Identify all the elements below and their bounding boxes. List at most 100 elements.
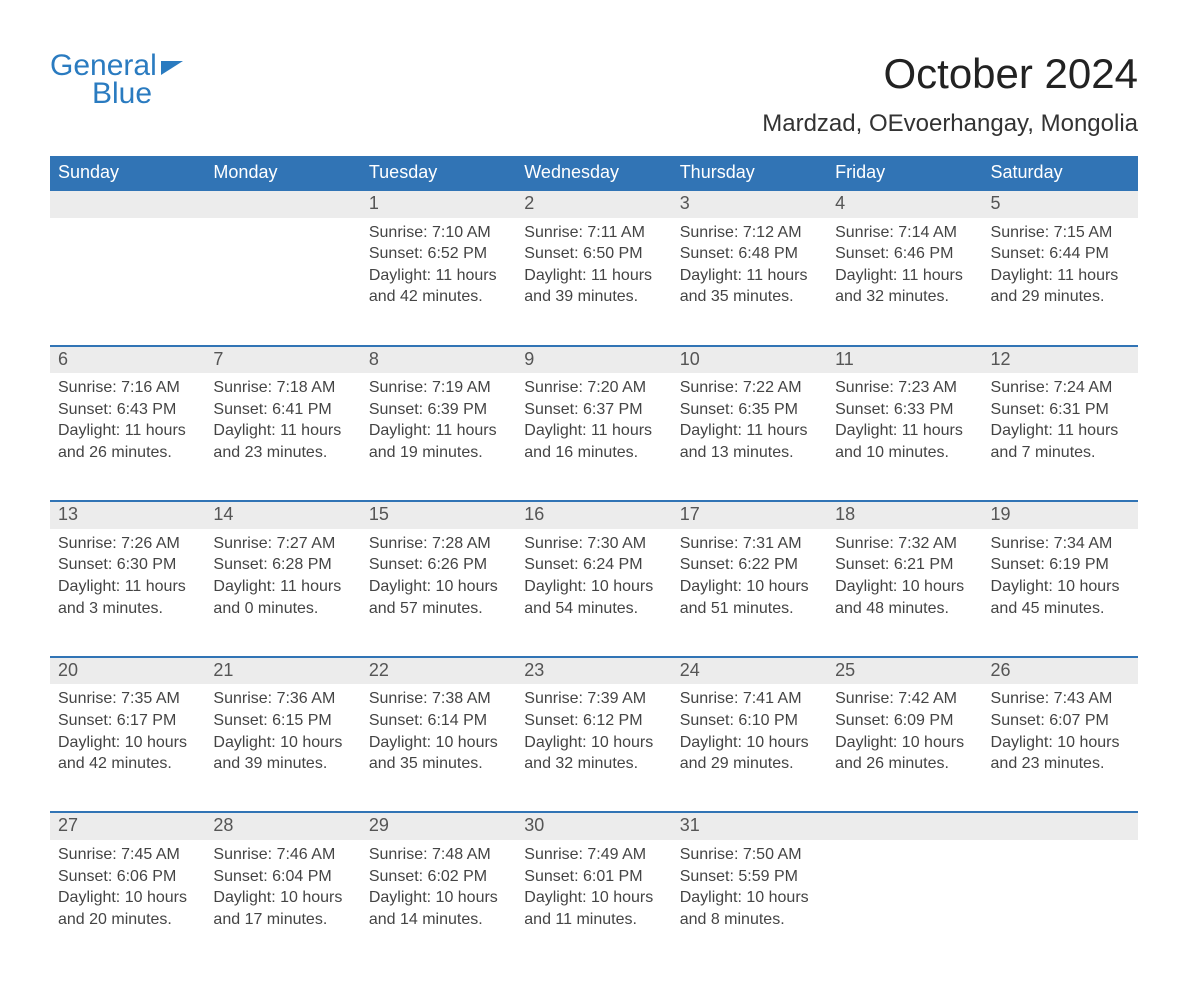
day-cell-num: 16 — [516, 501, 671, 529]
sunset-line: Sunset: 5:59 PM — [680, 866, 819, 888]
day-body: Sunrise: 7:31 AMSunset: 6:22 PMDaylight:… — [672, 529, 827, 629]
day-cell-body: Sunrise: 7:35 AMSunset: 6:17 PMDaylight:… — [50, 684, 205, 812]
day-number: 15 — [361, 502, 516, 529]
day-cell-body — [50, 218, 205, 346]
day-body: Sunrise: 7:36 AMSunset: 6:15 PMDaylight:… — [205, 684, 360, 784]
weekday-header: Monday — [205, 156, 360, 190]
day-body: Sunrise: 7:34 AMSunset: 6:19 PMDaylight:… — [983, 529, 1138, 629]
day-cell-body: Sunrise: 7:11 AMSunset: 6:50 PMDaylight:… — [516, 218, 671, 346]
calendar-body: 12345Sunrise: 7:10 AMSunset: 6:52 PMDayl… — [50, 190, 1138, 968]
sunrise-line: Sunrise: 7:27 AM — [213, 533, 352, 555]
sunrise-line: Sunrise: 7:24 AM — [991, 377, 1130, 399]
day-number: 14 — [205, 502, 360, 529]
day-cell-num: 27 — [50, 812, 205, 840]
day-number: 6 — [50, 347, 205, 374]
day-body — [827, 840, 982, 854]
day-number: 3 — [672, 191, 827, 218]
weekday-row: SundayMondayTuesdayWednesdayThursdayFrid… — [50, 156, 1138, 190]
day-cell-num: 30 — [516, 812, 671, 840]
day-body: Sunrise: 7:11 AMSunset: 6:50 PMDaylight:… — [516, 218, 671, 318]
dl1-line: Daylight: 11 hours — [835, 420, 974, 442]
day-cell-num: 21 — [205, 657, 360, 685]
day-cell-num: 12 — [983, 346, 1138, 374]
sunset-line: Sunset: 6:10 PM — [680, 710, 819, 732]
day-number: 19 — [983, 502, 1138, 529]
day-number: 12 — [983, 347, 1138, 374]
day-number: 31 — [672, 813, 827, 840]
sunset-line: Sunset: 6:30 PM — [58, 554, 197, 576]
dl2-line: and 57 minutes. — [369, 598, 508, 620]
sunrise-line: Sunrise: 7:28 AM — [369, 533, 508, 555]
dl1-line: Daylight: 10 hours — [835, 732, 974, 754]
sunset-line: Sunset: 6:50 PM — [524, 243, 663, 265]
sunset-line: Sunset: 6:06 PM — [58, 866, 197, 888]
dl2-line: and 7 minutes. — [991, 442, 1130, 464]
page-title: October 2024 — [762, 50, 1138, 98]
day-cell-num: 29 — [361, 812, 516, 840]
dl1-line: Daylight: 10 hours — [991, 732, 1130, 754]
day-cell-body: Sunrise: 7:41 AMSunset: 6:10 PMDaylight:… — [672, 684, 827, 812]
sunrise-line: Sunrise: 7:38 AM — [369, 688, 508, 710]
sunrise-line: Sunrise: 7:45 AM — [58, 844, 197, 866]
day-cell-num: 6 — [50, 346, 205, 374]
weekday-header: Friday — [827, 156, 982, 190]
day-number: 2 — [516, 191, 671, 218]
sunrise-line: Sunrise: 7:10 AM — [369, 222, 508, 244]
sunset-line: Sunset: 6:28 PM — [213, 554, 352, 576]
day-cell-body: Sunrise: 7:19 AMSunset: 6:39 PMDaylight:… — [361, 373, 516, 501]
sunset-line: Sunset: 6:15 PM — [213, 710, 352, 732]
daynum-row: 20212223242526 — [50, 657, 1138, 685]
sunset-line: Sunset: 6:22 PM — [680, 554, 819, 576]
day-cell-num: 17 — [672, 501, 827, 529]
sunrise-line: Sunrise: 7:48 AM — [369, 844, 508, 866]
dl1-line: Daylight: 10 hours — [680, 732, 819, 754]
day-cell-num: 18 — [827, 501, 982, 529]
dl1-line: Daylight: 11 hours — [369, 420, 508, 442]
day-cell-num: 8 — [361, 346, 516, 374]
dl2-line: and 26 minutes. — [58, 442, 197, 464]
title-block: October 2024 Mardzad, OEvoerhangay, Mong… — [762, 50, 1138, 138]
day-cell-num: 28 — [205, 812, 360, 840]
day-cell-num: 4 — [827, 190, 982, 218]
dl1-line: Daylight: 11 hours — [835, 265, 974, 287]
sunset-line: Sunset: 6:17 PM — [58, 710, 197, 732]
sunset-line: Sunset: 6:39 PM — [369, 399, 508, 421]
day-body: Sunrise: 7:12 AMSunset: 6:48 PMDaylight:… — [672, 218, 827, 318]
sunrise-line: Sunrise: 7:49 AM — [524, 844, 663, 866]
sunrise-line: Sunrise: 7:18 AM — [213, 377, 352, 399]
dl2-line: and 23 minutes. — [991, 753, 1130, 775]
day-number: 28 — [205, 813, 360, 840]
sunset-line: Sunset: 6:37 PM — [524, 399, 663, 421]
dl2-line: and 26 minutes. — [835, 753, 974, 775]
day-cell-num: 22 — [361, 657, 516, 685]
day-body: Sunrise: 7:10 AMSunset: 6:52 PMDaylight:… — [361, 218, 516, 318]
dl1-line: Daylight: 10 hours — [213, 887, 352, 909]
day-cell-body: Sunrise: 7:39 AMSunset: 6:12 PMDaylight:… — [516, 684, 671, 812]
day-cell-num: 2 — [516, 190, 671, 218]
dl1-line: Daylight: 11 hours — [369, 265, 508, 287]
day-cell-body: Sunrise: 7:12 AMSunset: 6:48 PMDaylight:… — [672, 218, 827, 346]
day-cell-body: Sunrise: 7:43 AMSunset: 6:07 PMDaylight:… — [983, 684, 1138, 812]
day-cell-body: Sunrise: 7:45 AMSunset: 6:06 PMDaylight:… — [50, 840, 205, 968]
day-number: 21 — [205, 658, 360, 685]
day-cell-num: 26 — [983, 657, 1138, 685]
day-cell-num: 19 — [983, 501, 1138, 529]
sunset-line: Sunset: 6:35 PM — [680, 399, 819, 421]
sunrise-line: Sunrise: 7:23 AM — [835, 377, 974, 399]
day-body: Sunrise: 7:46 AMSunset: 6:04 PMDaylight:… — [205, 840, 360, 940]
dl2-line: and 39 minutes. — [213, 753, 352, 775]
day-number: 1 — [361, 191, 516, 218]
dl2-line: and 42 minutes. — [58, 753, 197, 775]
sunrise-line: Sunrise: 7:16 AM — [58, 377, 197, 399]
day-cell-num: 24 — [672, 657, 827, 685]
day-cell-body: Sunrise: 7:27 AMSunset: 6:28 PMDaylight:… — [205, 529, 360, 657]
day-cell-body: Sunrise: 7:24 AMSunset: 6:31 PMDaylight:… — [983, 373, 1138, 501]
day-number — [983, 813, 1138, 840]
day-cell-body: Sunrise: 7:34 AMSunset: 6:19 PMDaylight:… — [983, 529, 1138, 657]
daynum-row: 13141516171819 — [50, 501, 1138, 529]
sunrise-line: Sunrise: 7:43 AM — [991, 688, 1130, 710]
dl2-line: and 39 minutes. — [524, 286, 663, 308]
dl1-line: Daylight: 10 hours — [680, 576, 819, 598]
day-body: Sunrise: 7:42 AMSunset: 6:09 PMDaylight:… — [827, 684, 982, 784]
day-number: 9 — [516, 347, 671, 374]
